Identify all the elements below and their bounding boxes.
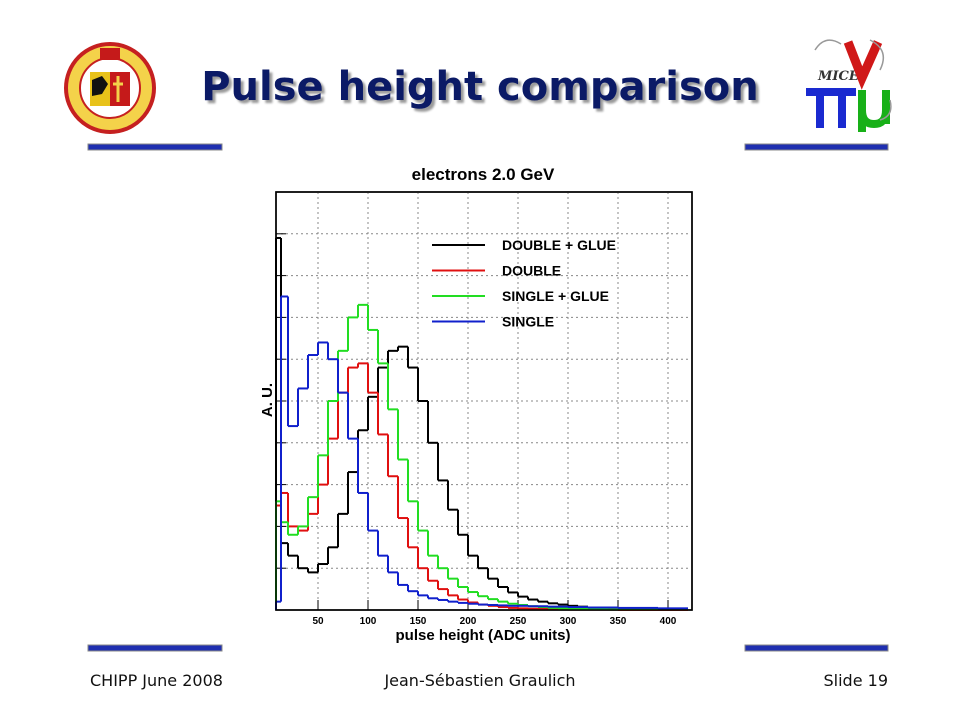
x-tick-label: 250 <box>510 616 527 627</box>
legend-label: DOUBLE + GLUE <box>502 237 616 253</box>
footer-left: CHIPP June 2008 <box>90 671 223 690</box>
logo-right: MICE <box>806 39 892 132</box>
x-tick-label: 100 <box>360 616 377 627</box>
x-tick-label: 150 <box>410 616 427 627</box>
x-tick-label: 300 <box>560 616 577 627</box>
slide-title: Pulse height comparison <box>201 64 759 110</box>
footer-center: Jean-Sébastien Graulich <box>383 671 575 690</box>
y-axis-label: A. U. <box>259 383 276 417</box>
deco-bar <box>87 644 223 652</box>
plot-frame <box>275 191 693 611</box>
footer-right: Slide 19 <box>824 671 889 690</box>
deco-bar <box>87 143 223 151</box>
logo-left <box>64 42 156 134</box>
chart-title: electrons 2.0 GeV <box>412 165 555 184</box>
legend-label: SINGLE + GLUE <box>502 288 609 304</box>
x-tick-label: 350 <box>610 616 627 627</box>
legend-label: DOUBLE <box>502 263 561 279</box>
deco-bar <box>744 143 889 151</box>
logo-text: MICE <box>817 69 860 84</box>
x-tick-label: 50 <box>312 616 324 627</box>
legend-label: SINGLE <box>502 314 554 330</box>
x-tick-label: 400 <box>660 616 677 627</box>
x-axis-label: pulse height (ADC units) <box>396 627 571 644</box>
x-tick-label: 200 <box>460 616 477 627</box>
deco-bar <box>744 644 889 652</box>
